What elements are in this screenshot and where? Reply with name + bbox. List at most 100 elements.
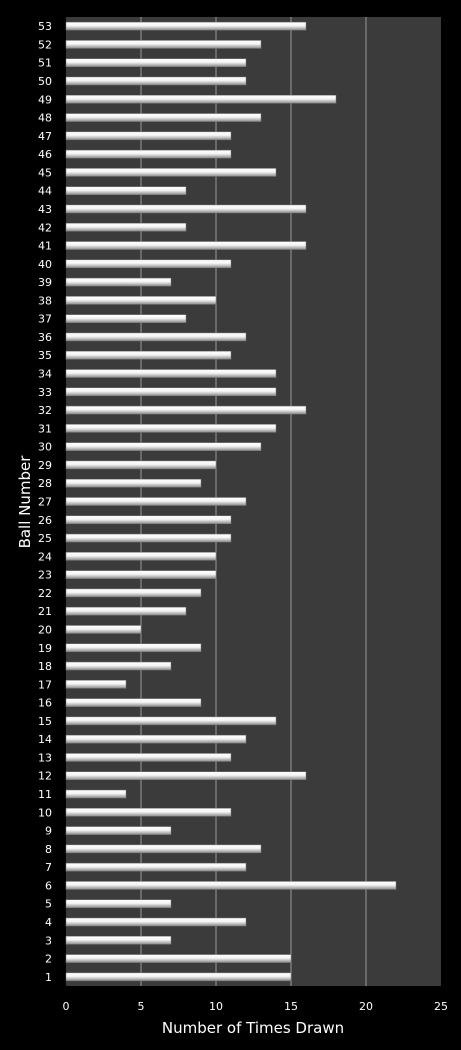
bar-ball-18 xyxy=(65,661,172,671)
y-tick-label: 35 xyxy=(38,349,52,362)
y-tick-label: 46 xyxy=(38,148,52,161)
bar-ball-39 xyxy=(65,277,172,287)
y-tick-label: 21 xyxy=(38,605,52,618)
bar-ball-16 xyxy=(65,698,202,707)
y-tick-label: 9 xyxy=(45,825,52,838)
x-tick-labels: 0 5 10 15 20 25 xyxy=(63,1000,449,1013)
bar-ball-11 xyxy=(65,789,127,799)
bar-ball-41 xyxy=(65,241,307,250)
x-tick-label: 0 xyxy=(63,1000,70,1013)
y-tick-label: 42 xyxy=(38,221,52,234)
x-tick-label: 15 xyxy=(284,1000,298,1013)
bar-ball-14 xyxy=(65,734,247,744)
y-tick-label: 49 xyxy=(38,93,52,106)
y-tick-label: 13 xyxy=(38,751,52,764)
bar-ball-49 xyxy=(65,95,337,104)
y-tick-label: 44 xyxy=(38,185,52,198)
y-tick-label: 1 xyxy=(45,971,52,984)
bar-ball-43 xyxy=(65,204,307,214)
y-tick-label: 39 xyxy=(38,276,52,289)
y-tick-label: 7 xyxy=(45,861,52,874)
bar-ball-19 xyxy=(65,643,202,653)
bar-ball-25 xyxy=(65,533,232,543)
y-tick-label: 51 xyxy=(38,57,52,70)
bar-ball-13 xyxy=(65,753,232,762)
bar-ball-32 xyxy=(65,405,307,415)
x-tick-label: 10 xyxy=(209,1000,223,1013)
y-tick-label: 17 xyxy=(38,678,52,691)
bar-ball-24 xyxy=(65,552,217,561)
bar-ball-42 xyxy=(65,223,187,232)
y-axis-title: Ball Number xyxy=(16,455,34,549)
bar-ball-10 xyxy=(65,808,232,817)
x-tick-label: 25 xyxy=(434,1000,448,1013)
bar-ball-21 xyxy=(65,606,187,616)
y-tick-label: 5 xyxy=(45,898,52,911)
bar-ball-48 xyxy=(65,113,262,122)
bar-ball-27 xyxy=(65,497,247,506)
bar-ball-15 xyxy=(65,716,277,726)
bar-ball-44 xyxy=(65,186,187,195)
bar-ball-3 xyxy=(65,936,172,945)
bar-ball-35 xyxy=(65,350,232,360)
y-tick-label: 11 xyxy=(38,788,52,801)
bar-ball-31 xyxy=(65,424,277,433)
y-tick-label: 36 xyxy=(38,331,52,344)
bar-ball-33 xyxy=(65,387,277,397)
y-tick-label: 28 xyxy=(38,477,52,490)
y-tick-label: 20 xyxy=(38,623,52,636)
x-tick-label: 20 xyxy=(359,1000,373,1013)
bar-ball-28 xyxy=(65,478,202,488)
bar-ball-4 xyxy=(65,917,247,927)
y-tick-label: 34 xyxy=(38,368,52,381)
y-tick-label: 48 xyxy=(38,112,52,125)
bar-ball-6 xyxy=(65,881,397,890)
y-tick-label: 12 xyxy=(38,770,52,783)
bar-ball-17 xyxy=(65,680,127,689)
y-tick-label: 52 xyxy=(38,38,52,51)
y-tick-label: 15 xyxy=(38,715,52,728)
y-tick-label: 22 xyxy=(38,587,52,600)
y-tick-label: 25 xyxy=(38,532,52,545)
bar-ball-29 xyxy=(65,460,217,470)
y-tick-label: 40 xyxy=(38,258,52,271)
y-tick-label: 38 xyxy=(38,294,52,307)
y-tick-label: 45 xyxy=(38,166,52,179)
y-tick-label: 19 xyxy=(38,642,52,655)
y-tick-label: 37 xyxy=(38,313,52,326)
bar-ball-37 xyxy=(65,314,187,323)
bar-ball-53 xyxy=(65,21,307,31)
bar-ball-34 xyxy=(65,369,277,378)
bar-ball-8 xyxy=(65,844,262,854)
bar-ball-26 xyxy=(65,515,232,525)
bar-ball-38 xyxy=(65,296,217,305)
y-tick-label: 32 xyxy=(38,404,52,417)
y-tick-label: 10 xyxy=(38,806,52,819)
y-tick-label: 43 xyxy=(38,203,52,216)
y-tick-label: 14 xyxy=(38,733,52,746)
bar-ball-5 xyxy=(65,899,172,908)
y-tick-label: 47 xyxy=(38,130,52,143)
bar-ball-52 xyxy=(65,40,262,49)
y-tick-label: 2 xyxy=(45,953,52,966)
bar-ball-50 xyxy=(65,76,247,86)
y-tick-label: 16 xyxy=(38,697,52,710)
bars xyxy=(65,21,397,982)
bar-ball-20 xyxy=(65,625,142,634)
y-tick-label: 41 xyxy=(38,240,52,253)
y-tick-label: 24 xyxy=(38,550,52,563)
y-tick-labels: 1234567891011121314151617181920212223242… xyxy=(38,20,52,984)
bar-ball-9 xyxy=(65,826,172,835)
bar-ball-46 xyxy=(65,149,232,159)
y-tick-label: 29 xyxy=(38,459,52,472)
x-axis-title: Number of Times Drawn xyxy=(162,1019,344,1037)
bar-ball-30 xyxy=(65,442,262,451)
bar-ball-51 xyxy=(65,58,247,67)
y-tick-label: 53 xyxy=(38,20,52,33)
bar-ball-40 xyxy=(65,259,232,269)
bar-ball-2 xyxy=(65,954,292,963)
bar-ball-12 xyxy=(65,771,307,780)
y-tick-label: 3 xyxy=(45,934,52,947)
y-tick-label: 8 xyxy=(45,843,52,856)
